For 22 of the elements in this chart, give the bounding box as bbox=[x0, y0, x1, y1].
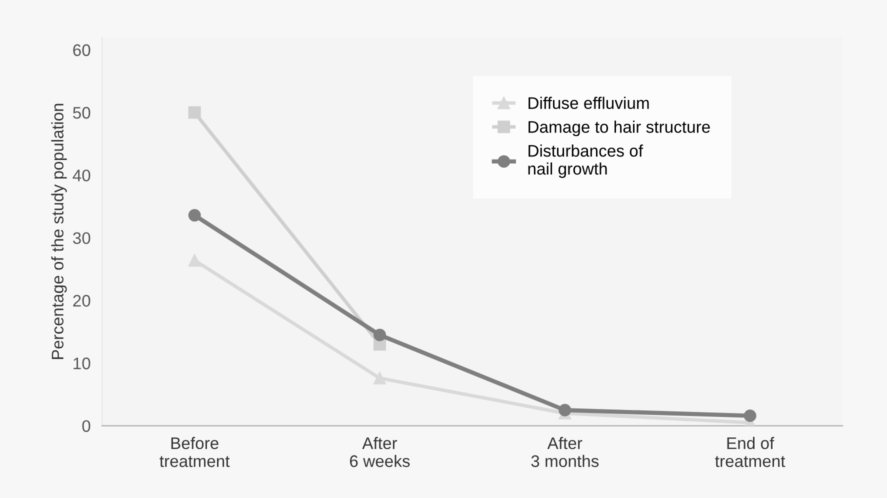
point bbox=[558, 404, 572, 416]
point bbox=[744, 410, 756, 422]
x-tick-label: Before treatment bbox=[160, 436, 230, 468]
legend-label: Damage to hair structure bbox=[528, 120, 710, 136]
x-tick-label: After 6 weeks bbox=[350, 436, 410, 468]
y-tick-label: 30 bbox=[72, 232, 90, 244]
legend-label: Diffuse effluvium bbox=[528, 96, 649, 109]
y-tick-label: 60 bbox=[73, 44, 90, 56]
y-tick-label: 40 bbox=[72, 170, 90, 182]
y-tick-label: 20 bbox=[73, 294, 90, 307]
legend-label: Disturbances of nail growth bbox=[528, 144, 644, 178]
point bbox=[188, 254, 201, 267]
y-tick-label: 50 bbox=[73, 106, 90, 119]
point bbox=[188, 106, 201, 119]
point bbox=[373, 328, 386, 342]
x-tick-label: After 3 months bbox=[531, 436, 599, 468]
y-axis-title: Percentage of the study population bbox=[51, 104, 67, 359]
y-tick-label: 0 bbox=[82, 420, 90, 432]
point bbox=[188, 209, 201, 222]
y-tick-label: 10 bbox=[74, 358, 90, 370]
x-tick-label: End of treatment bbox=[715, 436, 786, 468]
point bbox=[373, 372, 386, 384]
